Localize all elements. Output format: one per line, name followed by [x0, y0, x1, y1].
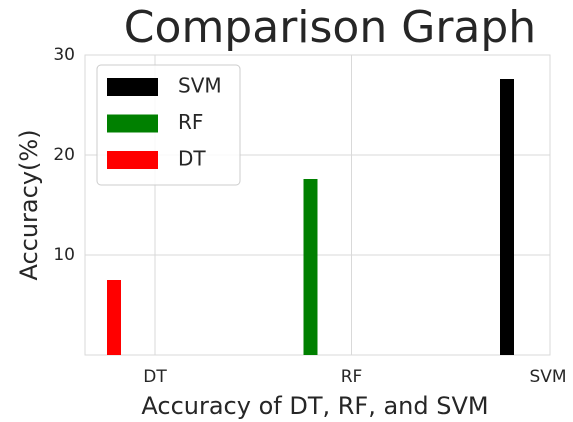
legend-swatch [107, 114, 158, 133]
y-tick-label: 20 [53, 145, 75, 165]
x-tick-label: DT [143, 367, 167, 387]
bar [303, 179, 318, 355]
y-tick-label: 30 [53, 45, 75, 65]
y-axis-label: Accuracy(%) [15, 129, 43, 280]
chart-title: Comparison Graph [124, 2, 536, 53]
x-tick-label: RF [341, 367, 363, 387]
legend-label: DT [178, 147, 206, 171]
bar [107, 280, 121, 355]
legend-swatch [107, 151, 158, 169]
legend-label: SVM [178, 74, 222, 98]
bar [500, 79, 514, 355]
x-tick-label: SVM [529, 367, 566, 387]
legend-swatch [107, 78, 158, 96]
y-tick-label: 10 [53, 245, 75, 265]
x-axis-label: Accuracy of DT, RF, and SVM [141, 392, 488, 420]
legend-label: RF [178, 110, 203, 134]
